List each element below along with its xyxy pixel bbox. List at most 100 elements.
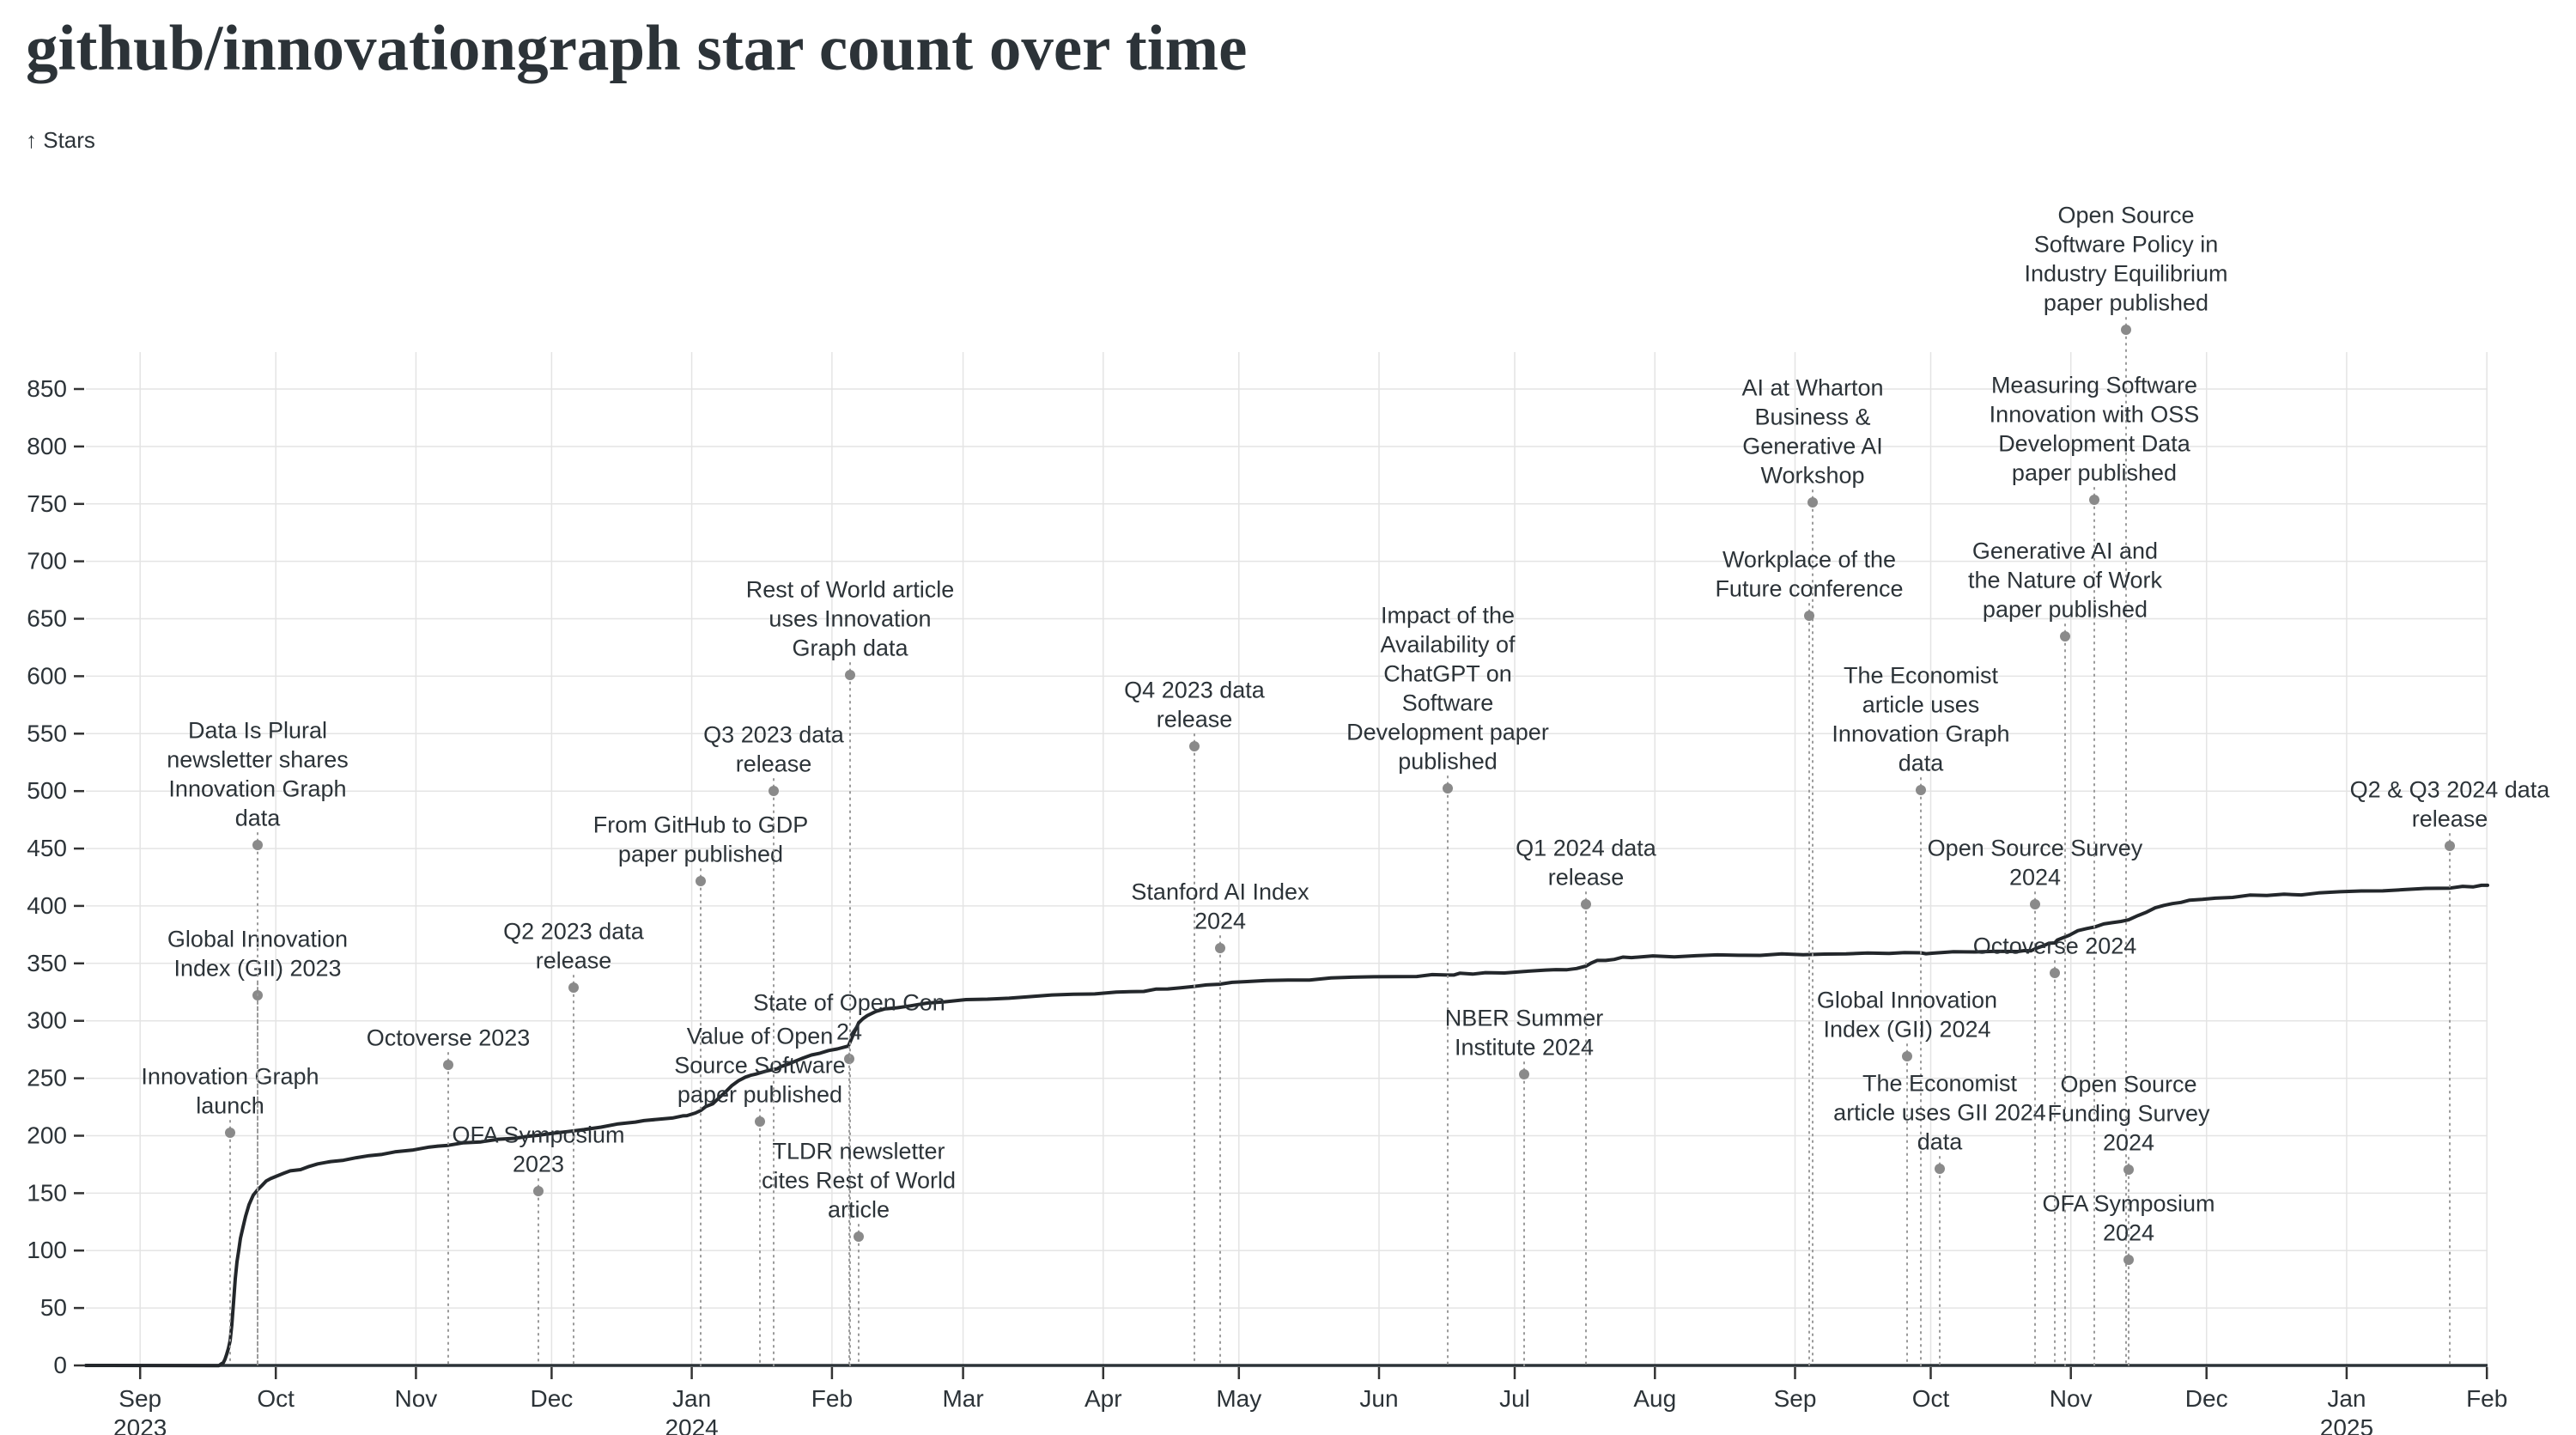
svg-text:450: 450 — [27, 835, 67, 861]
svg-text:Development paper: Development paper — [1346, 720, 1549, 745]
svg-text:Jan: Jan — [2327, 1385, 2366, 1412]
svg-text:Open Source: Open Source — [2060, 1072, 2196, 1098]
svg-text:Business &: Business & — [1754, 404, 1870, 430]
svg-text:Value of Open: Value of Open — [687, 1024, 834, 1049]
svg-text:2023: 2023 — [113, 1414, 167, 1435]
svg-text:Octoverse 2023: Octoverse 2023 — [367, 1025, 531, 1051]
svg-text:data: data — [1899, 751, 1945, 776]
svg-text:Innovation Graph: Innovation Graph — [168, 776, 346, 802]
svg-text:Mar: Mar — [942, 1385, 983, 1412]
svg-text:2024: 2024 — [1194, 909, 1246, 934]
svg-text:newsletter shares: newsletter shares — [167, 747, 349, 773]
svg-text:data: data — [235, 806, 282, 831]
svg-text:100: 100 — [27, 1237, 67, 1263]
svg-text:Workplace of the: Workplace of the — [1722, 547, 1896, 573]
svg-text:350: 350 — [27, 950, 67, 976]
svg-text:Dec: Dec — [531, 1385, 574, 1412]
svg-text:Feb: Feb — [811, 1385, 853, 1412]
svg-text:article: article — [828, 1197, 890, 1223]
svg-text:2024: 2024 — [2103, 1130, 2154, 1156]
svg-text:Industry Equilibrium: Industry Equilibrium — [2024, 261, 2227, 287]
svg-text:Software: Software — [1402, 690, 1494, 716]
svg-text:850: 850 — [27, 375, 67, 402]
svg-text:paper published: paper published — [677, 1082, 842, 1108]
svg-text:2023: 2023 — [513, 1152, 564, 1177]
svg-text:Availability of: Availability of — [1380, 632, 1516, 658]
svg-text:release: release — [1157, 707, 1233, 733]
svg-text:650: 650 — [27, 605, 67, 632]
svg-text:release: release — [536, 948, 612, 974]
svg-text:release: release — [1548, 865, 1625, 891]
svg-text:May: May — [1216, 1385, 1261, 1412]
svg-text:Open Source Survey: Open Source Survey — [1928, 836, 2143, 861]
svg-text:2024: 2024 — [665, 1414, 718, 1435]
svg-text:Aug: Aug — [1633, 1385, 1676, 1412]
svg-text:paper published: paper published — [2044, 290, 2208, 316]
svg-text:Development Data: Development Data — [1998, 431, 2191, 457]
svg-text:Impact of the: Impact of the — [1381, 603, 1515, 629]
svg-text:Measuring Software: Measuring Software — [1991, 373, 2197, 398]
svg-text:Jul: Jul — [1499, 1385, 1530, 1412]
svg-text:Nov: Nov — [395, 1385, 438, 1412]
svg-text:data: data — [1917, 1129, 1964, 1155]
svg-text:750: 750 — [27, 490, 67, 517]
svg-text:Sep: Sep — [1774, 1385, 1817, 1412]
svg-text:Innovation Graph: Innovation Graph — [1832, 721, 2009, 747]
svg-text:Graph data: Graph data — [792, 635, 908, 661]
svg-text:TLDR newsletter: TLDR newsletter — [772, 1139, 945, 1164]
svg-text:OFA Symposium: OFA Symposium — [452, 1122, 624, 1148]
svg-text:Q2 & Q3 2024 data: Q2 & Q3 2024 data — [2350, 777, 2551, 803]
svg-text:ChatGPT on: ChatGPT on — [1383, 661, 1512, 687]
svg-text:the Nature of Work: the Nature of Work — [1968, 568, 2163, 593]
svg-text:article uses: article uses — [1862, 692, 1980, 718]
svg-text:Apr: Apr — [1084, 1385, 1122, 1412]
svg-text:published: published — [1398, 749, 1498, 775]
svg-text:OFA Symposium: OFA Symposium — [2042, 1191, 2215, 1217]
svg-text:Sep: Sep — [118, 1385, 161, 1412]
svg-text:paper published: paper published — [2012, 460, 2177, 486]
svg-text:Index (GII) 2024: Index (GII) 2024 — [1823, 1017, 1990, 1043]
svg-text:NBER Summer: NBER Summer — [1445, 1006, 1604, 1031]
svg-text:The Economist: The Economist — [1862, 1071, 2018, 1097]
svg-text:Generative AI: Generative AI — [1742, 434, 1883, 459]
svg-text:800: 800 — [27, 433, 67, 459]
svg-text:2024: 2024 — [2009, 865, 2061, 891]
svg-text:0: 0 — [53, 1352, 67, 1378]
svg-text:Rest of World article: Rest of World article — [746, 577, 955, 603]
svg-text:24: 24 — [836, 1019, 862, 1045]
svg-text:Source Software: Source Software — [674, 1053, 846, 1079]
svg-text:150: 150 — [27, 1179, 67, 1206]
svg-text:Innovation with OSS: Innovation with OSS — [1990, 402, 2200, 428]
svg-text:article uses GII 2024: article uses GII 2024 — [1833, 1100, 2046, 1126]
svg-text:Workshop: Workshop — [1760, 463, 1864, 489]
svg-text:From GitHub to GDP: From GitHub to GDP — [593, 812, 809, 838]
svg-text:cites Rest of World: cites Rest of World — [762, 1168, 956, 1194]
svg-text:launch: launch — [196, 1093, 264, 1119]
svg-text:paper published: paper published — [618, 842, 783, 867]
svg-text:release: release — [736, 751, 812, 777]
svg-text:400: 400 — [27, 892, 67, 919]
svg-text:700: 700 — [27, 548, 67, 575]
svg-text:Q4 2023 data: Q4 2023 data — [1124, 678, 1266, 703]
svg-text:2024: 2024 — [2103, 1220, 2154, 1246]
svg-text:Jan: Jan — [672, 1385, 711, 1412]
svg-text:Feb: Feb — [2466, 1385, 2507, 1412]
svg-text:300: 300 — [27, 1007, 67, 1034]
svg-text:Global Innovation: Global Innovation — [1817, 988, 1997, 1013]
svg-text:Data Is Plural: Data Is Plural — [188, 718, 327, 744]
svg-text:uses Innovation: uses Innovation — [769, 606, 931, 632]
svg-text:500: 500 — [27, 777, 67, 804]
svg-text:Dec: Dec — [2185, 1385, 2228, 1412]
svg-text:Jun: Jun — [1359, 1385, 1398, 1412]
svg-text:Q1 2024 data: Q1 2024 data — [1516, 836, 1657, 861]
svg-text:Funding Survey: Funding Survey — [2047, 1101, 2210, 1127]
svg-text:The Economist: The Economist — [1844, 663, 1999, 689]
svg-text:paper published: paper published — [1983, 597, 2148, 623]
svg-text:Oct: Oct — [1912, 1385, 1950, 1412]
svg-text:250: 250 — [27, 1065, 67, 1091]
svg-text:550: 550 — [27, 720, 67, 746]
svg-text:Open Source: Open Source — [2057, 203, 2194, 228]
svg-text:600: 600 — [27, 662, 67, 689]
svg-text:Innovation Graph: Innovation Graph — [141, 1064, 319, 1090]
svg-text:AI at Wharton: AI at Wharton — [1741, 375, 1883, 401]
